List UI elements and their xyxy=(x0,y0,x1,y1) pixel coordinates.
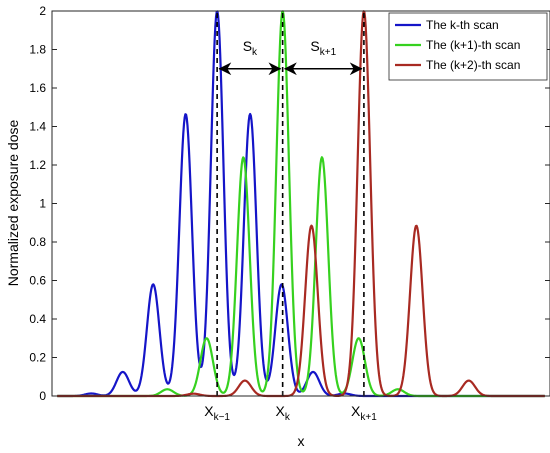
x-marker-label-1: Xk−1 xyxy=(204,403,230,423)
y-tick-label: 0.4 xyxy=(29,312,46,326)
y-tick-label: 1.4 xyxy=(29,120,46,134)
y-tick-label: 0 xyxy=(39,389,46,403)
reference-lines xyxy=(216,11,365,396)
y-tick-label: 1 xyxy=(39,197,46,211)
y-tick-label: 1.8 xyxy=(29,43,46,57)
legend-label-3: The (k+2)-th scan xyxy=(426,58,520,72)
legend-label-1: The k-th scan xyxy=(426,18,499,32)
y-tick-label: 2 xyxy=(39,4,46,18)
x-marker-label-2: Xk xyxy=(275,403,290,423)
spacing-label-s-k: Sk xyxy=(243,38,258,58)
y-axis: 0 0.2 0.4 0.6 0.8 1 1.2 1.4 1.6 1.8 2 xyxy=(29,4,550,403)
x-axis-label: x xyxy=(298,433,305,449)
x-axis-markers: Xk−1 Xk Xk+1 xyxy=(204,391,377,423)
spacing-label-s-k1: Sk+1 xyxy=(310,38,336,58)
y-tick-label: 1.6 xyxy=(29,81,46,95)
legend-label-2: The (k+1)-th scan xyxy=(426,38,520,52)
legend: The k-th scan The (k+1)-th scan The (k+2)-… xyxy=(388,12,548,81)
y-tick-label: 0.6 xyxy=(29,274,46,288)
y-tick-label: 1.2 xyxy=(29,158,46,172)
spacing-annotations: Sk Sk+1 xyxy=(218,38,363,76)
y-tick-label: 0.8 xyxy=(29,235,46,249)
y-axis-label: Normalized exposure dose xyxy=(5,120,21,287)
x-marker-label-3: Xk+1 xyxy=(351,403,377,423)
y-tick-label: 0.2 xyxy=(29,351,46,365)
